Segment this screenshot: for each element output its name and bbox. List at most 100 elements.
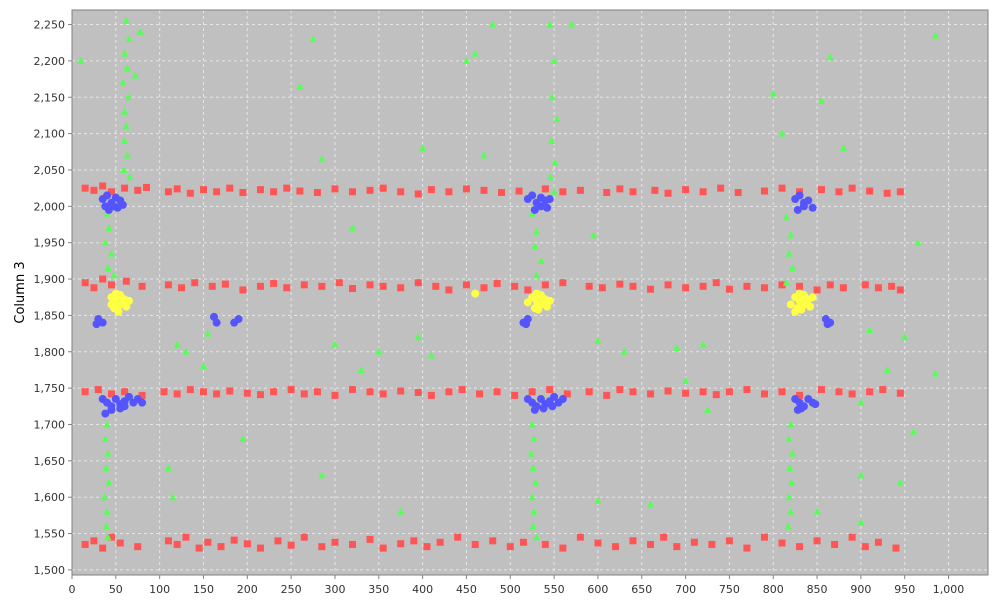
data-point-square (164, 537, 172, 545)
data-point-square (397, 540, 405, 548)
data-point-square (300, 533, 308, 541)
data-point-square (331, 391, 339, 399)
data-point-square (528, 388, 536, 396)
data-point-square (458, 386, 466, 394)
data-point-triangle (531, 242, 539, 250)
x-tick-label: 50 (109, 583, 123, 596)
x-tick-label: 200 (237, 583, 258, 596)
data-point-triangle (839, 144, 847, 152)
data-point-square (616, 280, 624, 288)
data-point-circle (212, 318, 221, 327)
data-point-triangle (121, 49, 129, 57)
data-point-square (116, 539, 124, 547)
data-point-triangle (673, 344, 681, 352)
data-point-circle (107, 300, 116, 309)
x-tick-label: 900 (850, 583, 871, 596)
data-point-square (760, 187, 768, 195)
data-point-square (866, 388, 874, 396)
data-point-square (796, 543, 804, 551)
data-point-triangle (699, 340, 707, 348)
data-point-triangle (787, 507, 795, 515)
data-point-square (414, 190, 422, 198)
data-point-square (489, 537, 497, 545)
data-point-square (826, 281, 834, 289)
data-point-circle (120, 402, 129, 411)
data-point-square (445, 188, 453, 196)
data-point-circle (539, 404, 548, 413)
data-point-square (699, 388, 707, 396)
data-point-triangle (590, 231, 598, 239)
data-point-square (778, 388, 786, 396)
data-point-square (896, 286, 904, 294)
data-point-square (186, 386, 194, 394)
data-point-square (199, 186, 207, 194)
data-point-square (164, 188, 172, 196)
data-point-square (379, 544, 387, 552)
data-point-triangle (100, 493, 108, 501)
y-tick-label: 2,150 (34, 91, 66, 104)
data-point-triangle (931, 369, 939, 377)
data-point-square (313, 388, 321, 396)
data-point-circle (118, 200, 127, 209)
data-point-triangle (784, 522, 792, 530)
data-point-square (270, 279, 278, 287)
data-point-triangle (778, 129, 786, 137)
data-point-circle (234, 315, 243, 324)
data-point-square (848, 184, 856, 192)
data-point-triangle (528, 209, 536, 217)
data-point-square (173, 390, 181, 398)
data-point-triangle (121, 136, 129, 144)
data-point-circle (797, 305, 806, 314)
data-point-square (379, 282, 387, 290)
data-point-triangle (568, 20, 576, 28)
data-point-circle (534, 305, 543, 314)
data-point-triangle (103, 507, 111, 515)
x-tick-label: 600 (587, 583, 608, 596)
data-point-square (243, 389, 251, 397)
x-tick-label: 500 (500, 583, 521, 596)
data-point-square (778, 184, 786, 192)
data-point-square (160, 388, 168, 396)
data-point-triangle (309, 35, 317, 43)
data-point-square (664, 189, 672, 197)
data-point-square (366, 388, 374, 396)
data-point-triangle (788, 478, 796, 486)
plot-border (71, 9, 989, 576)
data-point-square (445, 286, 453, 294)
data-point-triangle (123, 64, 131, 72)
data-point-square (835, 388, 843, 396)
data-point-square (651, 186, 659, 194)
x-tick-label: 750 (719, 583, 740, 596)
data-point-square (778, 539, 786, 547)
data-point-triangle (785, 493, 793, 501)
data-point-square (559, 279, 567, 287)
data-point-circle (806, 302, 815, 311)
data-point-triangle (104, 533, 112, 541)
data-point-square (848, 390, 856, 398)
data-point-square (760, 533, 768, 541)
x-axis: 0 50 100 150 200 250 300 350 400 450 500 550 600 650 7… (69, 575, 964, 596)
data-point-square (660, 533, 668, 541)
data-point-circle (530, 405, 539, 414)
data-point-triangle (120, 165, 128, 173)
data-point-square (270, 388, 278, 396)
data-point-square (300, 281, 308, 289)
y-tick-label: 2,100 (34, 128, 66, 141)
data-point-square (664, 281, 672, 289)
data-point-triangle (553, 115, 561, 123)
data-point-triangle (173, 340, 181, 348)
data-point-square (647, 285, 655, 293)
data-point-square (397, 188, 405, 196)
data-point-triangle (462, 56, 470, 64)
data-point-square (164, 281, 172, 289)
data-point-square (594, 539, 602, 547)
data-point-square (835, 188, 843, 196)
data-point-square (476, 390, 484, 398)
data-point-triangle (866, 325, 874, 333)
data-point-square (611, 543, 619, 551)
data-point-triangle (122, 16, 130, 24)
data-point-square (213, 390, 221, 398)
data-point-square (436, 538, 444, 546)
data-point-square (121, 388, 129, 396)
